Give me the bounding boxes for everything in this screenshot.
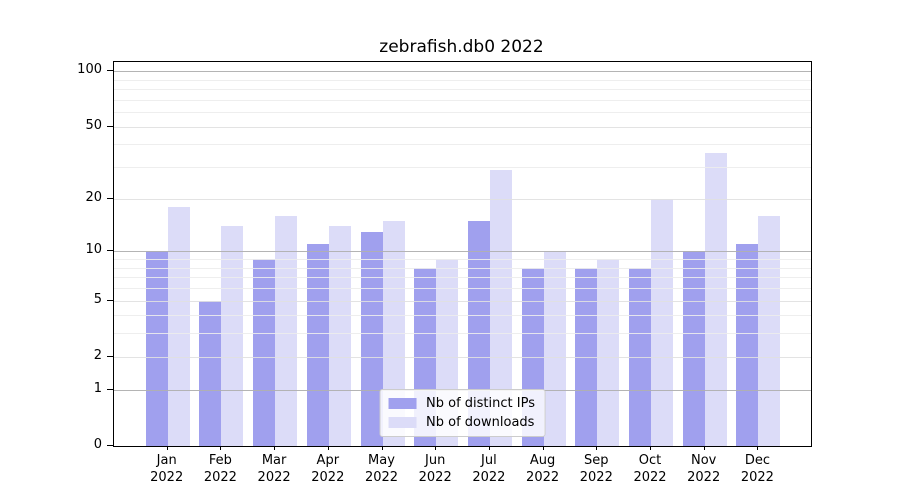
bar-distinct-ips-dec: [736, 244, 759, 446]
y-tick-1: [107, 388, 113, 390]
x-tick-jan: [166, 445, 168, 450]
gridline-y-3: [114, 333, 811, 335]
gridline-y-4: [114, 315, 811, 317]
x-tick-jun: [435, 445, 437, 450]
y-tick-label-100: 100: [77, 62, 102, 78]
gridline-y-2: [114, 356, 811, 358]
gridline-y-6: [114, 287, 811, 289]
bar-distinct-ips-apr: [306, 244, 329, 446]
gridline-y-5: [114, 300, 811, 302]
legend-item-downloads: Nb of downloads: [388, 415, 535, 430]
gridline-y-80: [114, 89, 811, 90]
y-tick-20: [107, 197, 113, 199]
y-tick-5: [107, 299, 113, 301]
bar-distinct-ips-mar: [253, 259, 276, 446]
bar-downloads-feb: [221, 226, 244, 446]
legend: Nb of distinct IPs Nb of downloads: [379, 389, 546, 437]
bar-distinct-ips-nov: [682, 251, 705, 446]
gridline-y-10: [114, 251, 811, 253]
x-label-sep: Sep 2022: [579, 453, 613, 485]
x-label-aug: Aug 2022: [526, 453, 560, 485]
x-label-apr: Apr 2022: [311, 453, 345, 485]
x-label-may: May 2022: [364, 453, 399, 485]
x-tick-feb: [220, 445, 222, 450]
bar-downloads-sep: [597, 259, 620, 446]
gridline-y-40: [114, 144, 811, 146]
bar-downloads-dec: [758, 215, 781, 446]
y-tick-label-5: 5: [93, 291, 102, 307]
gridline-y-8: [114, 267, 811, 269]
y-tick-label-10: 10: [85, 242, 102, 258]
x-label-mar: Mar 2022: [257, 453, 291, 485]
gridline-y-9: [114, 259, 811, 260]
x-label-jun: Jun 2022: [418, 453, 452, 485]
gridline-y-7: [114, 277, 811, 279]
bar-distinct-ips-oct: [629, 267, 651, 446]
y-tick-50: [107, 125, 113, 127]
x-label-dec: Dec 2022: [740, 453, 774, 485]
bar-downloads-nov: [704, 152, 727, 446]
x-tick-aug: [542, 445, 544, 450]
y-tick-label-20: 20: [85, 189, 102, 205]
y-tick-label-0: 0: [93, 437, 102, 452]
y-tick-100: [107, 70, 113, 72]
plot-area: Nb of distinct IPs Nb of downloads: [113, 61, 812, 447]
gridlines-layer: [114, 62, 811, 446]
x-label-feb: Feb 2022: [203, 453, 237, 485]
x-tick-nov: [703, 445, 705, 450]
gridline-y-50: [114, 126, 811, 128]
y-tick-2: [107, 355, 113, 357]
bar-distinct-ips-jan: [145, 251, 168, 446]
x-label-jan: Jan 2022: [150, 453, 184, 485]
x-label-nov: Nov 2022: [687, 453, 721, 485]
x-tick-may: [381, 445, 383, 450]
gridline-y-60: [114, 112, 811, 114]
bar-distinct-ips-may: [360, 231, 383, 446]
bar-distinct-ips-feb: [199, 300, 222, 446]
gridline-y-90: [114, 79, 811, 81]
x-tick-apr: [327, 445, 329, 450]
legend-swatch-distinct-ips: [388, 398, 417, 409]
x-label-jul: Jul 2022: [472, 453, 506, 485]
bar-downloads-mar: [275, 215, 298, 446]
bar-downloads-jul: [489, 169, 512, 446]
bar-downloads-apr: [328, 226, 351, 446]
gridline-y-70: [114, 99, 811, 101]
x-tick-mar: [274, 445, 276, 450]
x-label-oct: Oct 2022: [633, 453, 667, 485]
y-tick-label-2: 2: [93, 347, 102, 363]
legend-item-distinct-ips: Nb of distinct IPs: [388, 396, 535, 411]
gridline-y-100: [114, 71, 811, 73]
y-tick-label-50: 50: [85, 117, 102, 133]
legend-swatch-downloads: [388, 417, 417, 428]
bar-downloads-jan: [167, 206, 190, 446]
legend-label-distinct-ips: Nb of distinct IPs: [426, 396, 535, 411]
x-tick-oct: [650, 445, 651, 450]
gridline-y-30: [114, 167, 811, 169]
bar-downloads-oct: [651, 198, 673, 446]
y-tick-0: [107, 445, 113, 446]
chart-title: zebrafish.db0 2022: [379, 37, 544, 57]
gridline-y-20: [114, 198, 811, 200]
bar-distinct-ips-sep: [575, 267, 598, 446]
y-tick-10: [107, 250, 113, 252]
x-tick-sep: [596, 445, 598, 450]
x-tick-jul: [488, 445, 490, 450]
y-tick-label-1: 1: [93, 380, 102, 396]
legend-label-downloads: Nb of downloads: [426, 415, 535, 430]
bar-downloads-aug: [543, 251, 566, 446]
x-tick-dec: [757, 445, 759, 450]
